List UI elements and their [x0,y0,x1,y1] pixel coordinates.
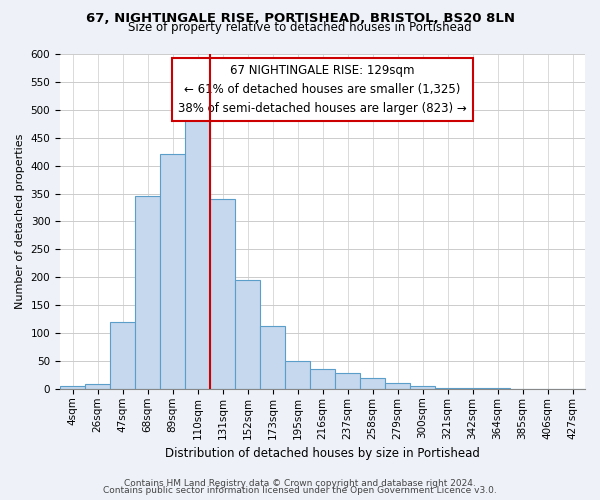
Bar [385,384,410,389]
Bar [85,384,110,389]
Bar [135,196,160,389]
Bar [335,374,360,389]
Y-axis label: Number of detached properties: Number of detached properties [15,134,25,309]
Bar [210,199,235,389]
Bar [160,154,185,389]
Bar [485,388,510,389]
Bar [235,280,260,389]
X-axis label: Distribution of detached houses by size in Portishead: Distribution of detached houses by size … [165,447,480,460]
Bar [110,322,135,389]
Bar [435,388,460,389]
Bar [285,361,310,389]
Bar [260,326,285,389]
Bar [460,388,485,389]
Text: 67 NIGHTINGALE RISE: 129sqm
← 61% of detached houses are smaller (1,325)
38% of : 67 NIGHTINGALE RISE: 129sqm ← 61% of det… [178,64,467,115]
Text: Contains HM Land Registry data © Crown copyright and database right 2024.: Contains HM Land Registry data © Crown c… [124,478,476,488]
Text: 67, NIGHTINGALE RISE, PORTISHEAD, BRISTOL, BS20 8LN: 67, NIGHTINGALE RISE, PORTISHEAD, BRISTO… [86,12,515,26]
Bar [310,370,335,389]
Bar [360,378,385,389]
Text: Size of property relative to detached houses in Portishead: Size of property relative to detached ho… [128,22,472,35]
Bar [185,116,210,389]
Bar [60,386,85,389]
Bar [410,386,435,389]
Text: Contains public sector information licensed under the Open Government Licence v3: Contains public sector information licen… [103,486,497,495]
